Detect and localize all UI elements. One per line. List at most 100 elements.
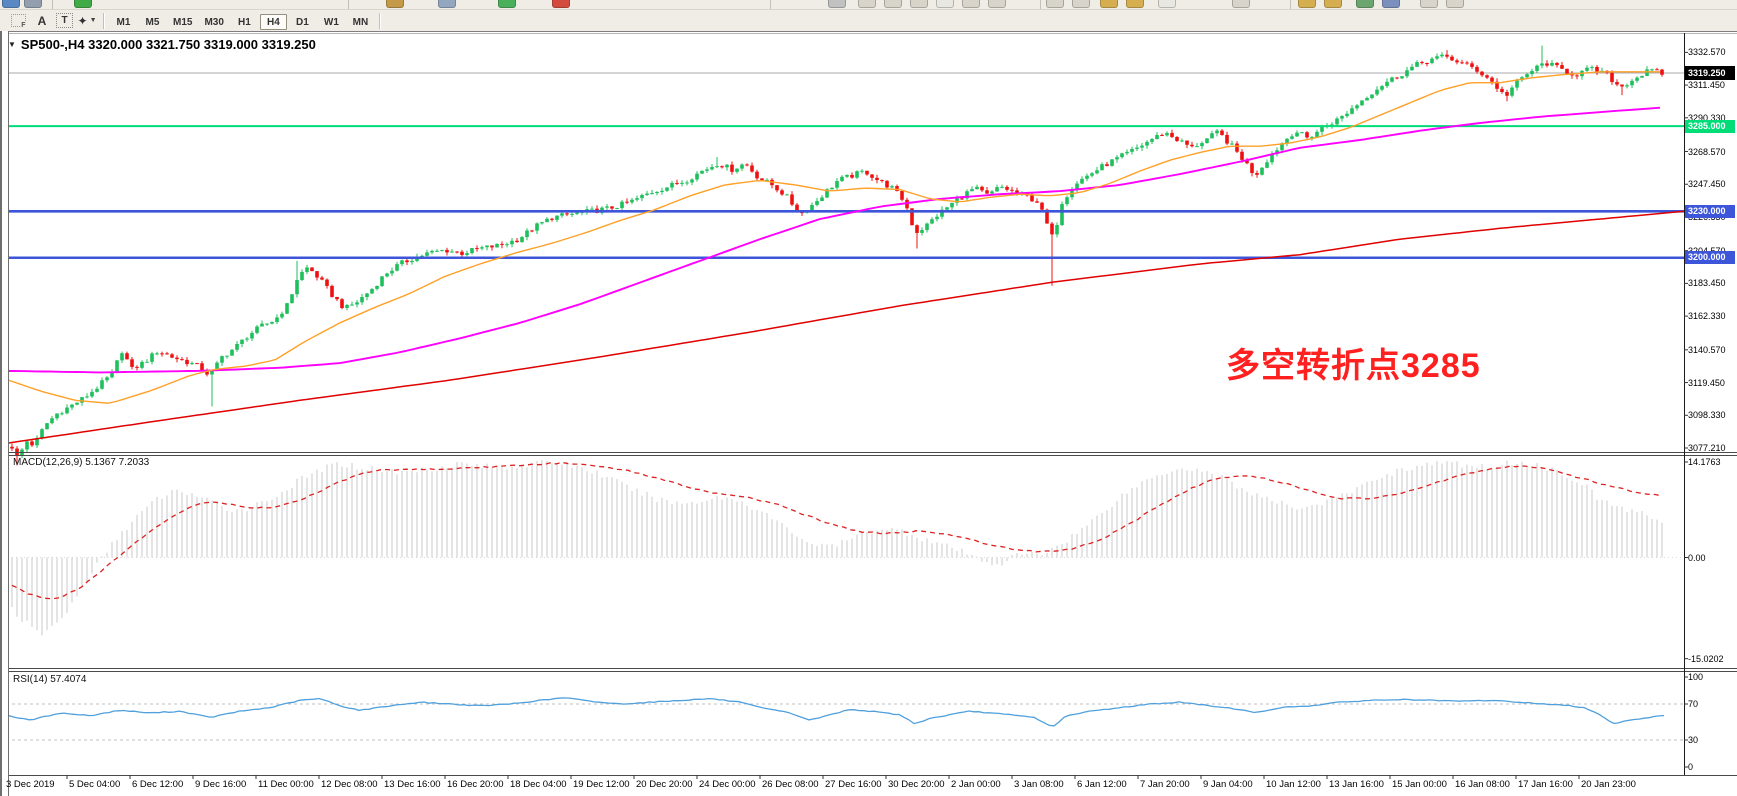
time-axis-label: 30 Dec 20:00 xyxy=(888,779,945,790)
rsi-scale-label: 0 xyxy=(1688,762,1694,772)
timeframe-button-MN[interactable]: MN xyxy=(352,16,369,28)
timeframe-button-D1[interactable]: D1 xyxy=(296,16,309,28)
toolbar-icon[interactable] xyxy=(1232,0,1250,8)
toolbar-icon[interactable] xyxy=(858,0,876,8)
toolbar-icon[interactable] xyxy=(386,0,404,8)
time-axis-label: 9 Dec 16:00 xyxy=(195,779,247,790)
price-level-label: 3285.000 xyxy=(1685,119,1735,133)
time-axis-label: 20 Dec 20:00 xyxy=(636,779,693,790)
toolbar-icon[interactable] xyxy=(1072,0,1090,8)
toolbar-icon[interactable] xyxy=(962,0,980,8)
toolbar-icon[interactable] xyxy=(74,0,92,8)
time-axis-label: 7 Jan 20:00 xyxy=(1140,779,1190,790)
timeframe-button-H4[interactable]: H4 xyxy=(259,13,287,30)
chevron-down-icon: ▼ xyxy=(89,17,97,24)
time-axis-label: 20 Jan 23:00 xyxy=(1581,779,1636,790)
time-axis-label: 6 Jan 12:00 xyxy=(1077,779,1127,790)
toolbar-icon[interactable] xyxy=(24,0,42,8)
timeframe-button-M1[interactable]: M1 xyxy=(116,16,131,28)
price-level-label: 3230.000 xyxy=(1685,204,1735,218)
timeframe-button-H1[interactable]: H1 xyxy=(238,16,251,28)
toolbar-icon[interactable] xyxy=(936,0,954,8)
time-axis-label: 6 Dec 12:00 xyxy=(132,779,184,790)
toolbar-separator xyxy=(348,0,349,9)
toolbar-icon[interactable] xyxy=(1100,0,1118,8)
time-axis-label: 15 Jan 00:00 xyxy=(1392,779,1447,790)
price-tick-label: 3140.570 xyxy=(1688,344,1726,355)
rsi-indicator-label: RSI(14) 57.4074 xyxy=(13,674,87,685)
price-tick-label: 3247.450 xyxy=(1688,179,1726,190)
time-axis-label: 5 Dec 04:00 xyxy=(69,779,121,790)
toolbar-separator xyxy=(52,0,53,9)
toolbar-icon[interactable] xyxy=(1126,0,1144,8)
text-annotation-icon[interactable]: A xyxy=(37,13,47,28)
rsi-scale-label: 100 xyxy=(1688,672,1704,682)
time-axis-label: 11 Dec 00:00 xyxy=(258,779,314,790)
toolbar-icon[interactable] xyxy=(910,0,928,8)
time-axis-label: 3 Dec 2019 xyxy=(6,779,55,790)
timeframe-button-M5[interactable]: M5 xyxy=(145,16,160,28)
price-tick-label: 3332.570 xyxy=(1688,47,1726,58)
collapse-triangle-icon[interactable]: ▼ xyxy=(8,40,16,49)
text-label-icon[interactable]: T xyxy=(56,13,73,28)
time-axis-label: 18 Dec 04:00 xyxy=(510,779,567,790)
toolbar-icon[interactable] xyxy=(1420,0,1438,8)
toolbar-separator xyxy=(1290,0,1291,9)
toolbar-icon[interactable] xyxy=(1356,0,1374,8)
toolbar-icon[interactable] xyxy=(438,0,456,8)
toolbar-separator xyxy=(770,0,771,9)
toolbar-icon[interactable] xyxy=(828,0,846,8)
toolbar-icon[interactable] xyxy=(1446,0,1464,8)
price-tick-label: 3077.210 xyxy=(1688,443,1726,453)
time-axis-label: 13 Jan 16:00 xyxy=(1329,779,1384,790)
timeframe-toolbar: M1 M5 M15 M30 H1 H4 D1 W1 MN xyxy=(109,12,375,30)
toolbar-separator xyxy=(1040,0,1041,9)
toolbar-icon[interactable] xyxy=(552,0,570,8)
time-axis-label: 13 Dec 16:00 xyxy=(384,779,441,790)
time-axis-label: 9 Jan 04:00 xyxy=(1203,779,1253,790)
toolbar-icon[interactable] xyxy=(1046,0,1064,8)
toolbar-icon[interactable] xyxy=(1382,0,1400,8)
macd-scale-label: 0.00 xyxy=(1688,552,1706,563)
chart-symbol-ohlc-header: ▼ SP500-,H4 3320.000 3321.750 3319.000 3… xyxy=(8,37,316,52)
symbol-ohlc-text: SP500-,H4 3320.000 3321.750 3319.000 331… xyxy=(20,37,316,52)
rsi-scale-label: 30 xyxy=(1688,735,1699,745)
time-axis-label: 12 Dec 08:00 xyxy=(321,779,378,790)
top-toolbar-row-cropped xyxy=(0,0,1737,10)
timeframe-button-M15[interactable]: M15 xyxy=(173,16,193,28)
toolbar-icon[interactable] xyxy=(1324,0,1342,8)
time-axis-label: 10 Jan 12:00 xyxy=(1266,779,1321,790)
time-axis-label: 26 Dec 08:00 xyxy=(762,779,819,790)
time-axis-label: 2 Jan 00:00 xyxy=(951,779,1001,790)
price-tick-label: 3311.450 xyxy=(1688,80,1725,91)
time-axis-label: 17 Jan 16:00 xyxy=(1518,779,1573,790)
chart-annotation-text: 多空转折点3285 xyxy=(1226,347,1481,385)
arrow-tools-glyph: ✦ xyxy=(77,13,88,28)
macd-scale-label: 14.1763 xyxy=(1688,457,1721,467)
price-tick-label: 3183.450 xyxy=(1688,278,1726,289)
rsi-scale-label: 70 xyxy=(1688,699,1699,709)
price-tick-label: 3162.330 xyxy=(1688,311,1726,322)
toolbar-icon[interactable] xyxy=(988,0,1006,8)
toolbar-icon[interactable] xyxy=(1298,0,1316,8)
arrow-tools-icon[interactable]: ✦ ▼ xyxy=(77,12,97,29)
price-tick-label: 3290.330 xyxy=(1688,112,1726,123)
timeframe-button-M30[interactable]: M30 xyxy=(204,16,224,28)
time-axis-label: 16 Jan 08:00 xyxy=(1455,779,1510,790)
toolbar-icon[interactable] xyxy=(2,0,20,8)
price-tick-label: 3098.330 xyxy=(1688,410,1726,421)
toolbar-separator xyxy=(378,12,381,29)
timeframe-button-W1[interactable]: W1 xyxy=(323,16,339,28)
toolbar-icon[interactable] xyxy=(498,0,516,8)
macd-indicator-label: MACD(12,26,9) 5.1367 7.2033 xyxy=(13,457,150,468)
toolbar-icon[interactable] xyxy=(884,0,902,8)
time-axis-label: 27 Dec 16:00 xyxy=(825,779,882,790)
time-axis-label: 3 Jan 08:00 xyxy=(1014,779,1064,790)
crosshair-grid-icon[interactable] xyxy=(8,12,28,29)
window-left-edge xyxy=(0,31,9,796)
time-axis-label: 16 Dec 20:00 xyxy=(447,779,504,790)
toolbar-icon[interactable] xyxy=(1158,0,1176,8)
second-toolbar-row: A T ✦▼ M1 M5 M15 M30 H1 H4 D1 W1 MN xyxy=(0,10,1737,31)
